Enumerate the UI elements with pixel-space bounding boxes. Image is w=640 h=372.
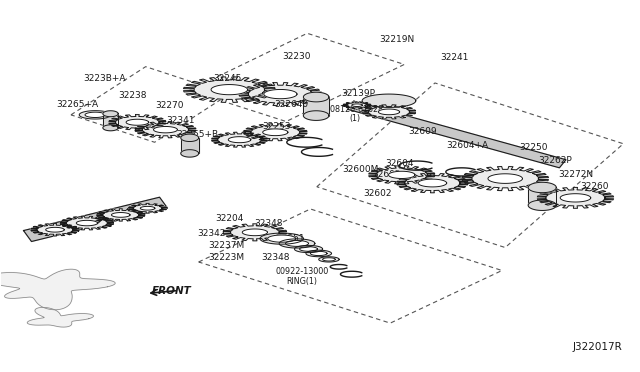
Polygon shape	[154, 126, 177, 133]
Text: 32265+A: 32265+A	[56, 100, 99, 109]
Polygon shape	[388, 171, 415, 179]
Text: 32609: 32609	[408, 126, 436, 136]
Text: 32341: 32341	[166, 116, 195, 125]
Text: FRONT: FRONT	[152, 286, 192, 295]
Polygon shape	[303, 97, 329, 116]
Polygon shape	[418, 179, 447, 187]
Polygon shape	[180, 134, 198, 141]
Polygon shape	[129, 203, 166, 213]
Text: 32602: 32602	[372, 170, 401, 179]
Polygon shape	[528, 200, 556, 211]
Text: 32272N: 32272N	[558, 170, 593, 179]
Polygon shape	[140, 206, 155, 210]
Text: 3223B+A: 3223B+A	[83, 74, 125, 83]
Polygon shape	[211, 84, 248, 95]
Polygon shape	[85, 112, 106, 118]
Polygon shape	[352, 104, 362, 106]
Text: 32241: 32241	[440, 52, 468, 61]
Text: 32230: 32230	[282, 52, 310, 61]
Polygon shape	[306, 250, 332, 257]
Polygon shape	[180, 138, 198, 153]
Polygon shape	[239, 83, 322, 106]
Text: 32270: 32270	[156, 102, 184, 110]
Polygon shape	[223, 224, 287, 241]
Polygon shape	[24, 197, 168, 241]
Text: 32204: 32204	[215, 214, 243, 223]
Polygon shape	[76, 220, 97, 226]
Polygon shape	[111, 212, 130, 217]
Polygon shape	[323, 258, 335, 261]
Polygon shape	[462, 167, 548, 190]
Polygon shape	[262, 129, 288, 136]
Polygon shape	[60, 216, 114, 230]
Polygon shape	[319, 257, 339, 262]
Text: 32342: 32342	[197, 228, 226, 238]
Text: 32238: 32238	[118, 91, 147, 100]
Polygon shape	[528, 187, 556, 205]
Polygon shape	[300, 247, 317, 251]
Polygon shape	[184, 77, 275, 102]
Polygon shape	[537, 187, 614, 208]
Polygon shape	[362, 105, 415, 119]
Polygon shape	[79, 111, 111, 119]
Text: 32604+A: 32604+A	[446, 141, 488, 150]
Polygon shape	[310, 251, 327, 256]
Text: 32237M: 32237M	[208, 241, 244, 250]
Polygon shape	[212, 132, 268, 147]
Polygon shape	[180, 150, 198, 157]
Text: 32348: 32348	[261, 253, 289, 262]
Polygon shape	[268, 235, 296, 242]
Polygon shape	[348, 101, 566, 168]
Polygon shape	[28, 307, 93, 327]
Text: 32604: 32604	[385, 159, 413, 168]
Polygon shape	[397, 173, 468, 193]
Polygon shape	[303, 111, 329, 121]
Text: 32139P: 32139P	[341, 89, 375, 98]
Polygon shape	[264, 89, 297, 99]
Polygon shape	[285, 241, 308, 246]
Text: 32602: 32602	[364, 189, 392, 198]
Text: 32265+B: 32265+B	[177, 130, 218, 140]
Text: 322640: 322640	[274, 100, 308, 109]
Polygon shape	[560, 194, 591, 202]
Polygon shape	[343, 102, 371, 109]
Text: 00922-13000
RING(1): 00922-13000 RING(1)	[275, 267, 329, 286]
Text: 32223M: 32223M	[208, 253, 244, 262]
Text: 32262P: 32262P	[538, 156, 572, 165]
Text: J322017R: J322017R	[573, 342, 623, 352]
Polygon shape	[31, 224, 79, 236]
Polygon shape	[126, 119, 148, 125]
Polygon shape	[103, 125, 118, 131]
Text: 32348: 32348	[255, 219, 283, 228]
Polygon shape	[260, 233, 303, 244]
Polygon shape	[378, 109, 399, 115]
Polygon shape	[103, 114, 118, 128]
Polygon shape	[369, 166, 435, 184]
Polygon shape	[243, 124, 307, 141]
Polygon shape	[97, 209, 145, 221]
Polygon shape	[528, 182, 556, 193]
Polygon shape	[243, 229, 268, 236]
Polygon shape	[45, 227, 64, 232]
Text: ¸08120-61628
(1): ¸08120-61628 (1)	[326, 104, 384, 124]
Text: 32245: 32245	[213, 74, 241, 83]
Polygon shape	[228, 137, 251, 143]
Text: 32260: 32260	[580, 182, 609, 191]
Text: 32219N: 32219N	[379, 35, 414, 44]
Text: 32600M: 32600M	[342, 165, 378, 174]
Polygon shape	[135, 122, 196, 138]
Polygon shape	[488, 174, 522, 183]
Text: 32250: 32250	[519, 142, 548, 151]
Polygon shape	[0, 269, 115, 310]
Polygon shape	[103, 111, 118, 117]
Polygon shape	[294, 246, 323, 253]
Polygon shape	[303, 92, 329, 102]
Polygon shape	[362, 94, 416, 108]
Text: 32253: 32253	[262, 122, 291, 131]
Text: 32351: 32351	[276, 234, 305, 243]
Polygon shape	[279, 239, 315, 248]
Polygon shape	[109, 115, 166, 130]
